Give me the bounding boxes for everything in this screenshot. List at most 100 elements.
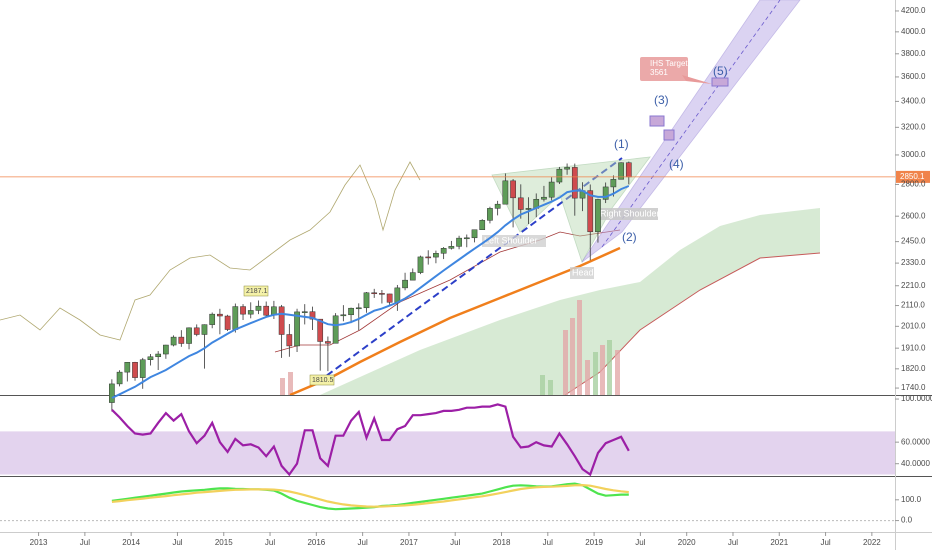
annotation: IHS Target <box>650 59 688 68</box>
x-tick-label: 2021 <box>770 538 788 547</box>
channel-mid <box>601 0 781 248</box>
candle-body <box>402 279 408 289</box>
x-tick-label: Jul <box>635 538 645 547</box>
wave-label: (3) <box>654 93 669 107</box>
annotation: 1810.5 <box>312 377 334 384</box>
candle-body <box>471 229 478 239</box>
y-tick-label: 0.0 <box>901 516 913 525</box>
x-tick-label: 2017 <box>400 538 418 547</box>
candle-body <box>240 306 246 315</box>
y-tick-label: 2450.0 <box>901 237 926 246</box>
candle-body <box>232 306 239 330</box>
candle-body <box>541 196 547 200</box>
y-tick-label: 4000.0 <box>901 27 926 36</box>
candle-body <box>317 318 324 342</box>
wave-label: (4) <box>669 157 684 171</box>
channel <box>581 0 801 263</box>
cloud <box>320 208 820 395</box>
candle-body <box>294 311 300 347</box>
candle-body <box>448 246 455 249</box>
callout <box>640 57 688 81</box>
candle-body <box>394 287 401 303</box>
candle-body <box>332 315 339 344</box>
y-tick-label: 3400.0 <box>901 96 926 105</box>
y-tick-label: 2800.0 <box>901 180 926 189</box>
y-tick-label: 2110.0 <box>901 301 925 310</box>
candle-body <box>155 353 162 358</box>
y-tick-label: 3200.0 <box>901 122 926 131</box>
axis: 1740.0 1820.0 1910.0 2010.0 2110.0 2210.0 2330… <box>30 6 932 547</box>
x-tick-label: Jul <box>820 538 830 547</box>
long-ma <box>289 246 621 397</box>
candle-body <box>301 311 308 313</box>
x-tick-label: 2019 <box>585 538 603 547</box>
candle-body <box>286 334 293 347</box>
y-tick-label: 3800.0 <box>901 49 926 58</box>
candle-body <box>479 220 486 230</box>
candle-body <box>217 313 223 317</box>
y-tick-label: 3600.0 <box>901 72 926 81</box>
candle-body <box>433 253 439 258</box>
candle-body <box>132 362 138 378</box>
candle-body <box>224 315 231 330</box>
y-tick-label: 100.0 <box>901 495 922 504</box>
band <box>0 431 895 475</box>
last-price-tag <box>896 170 930 183</box>
candle-body <box>502 180 509 205</box>
x-tick-label: Jul <box>172 538 182 547</box>
x-tick-label: 2020 <box>678 538 696 547</box>
box <box>663 129 675 141</box>
candle-body <box>463 237 470 240</box>
candle-body <box>124 362 131 373</box>
candle-body <box>163 344 169 355</box>
volume <box>280 300 620 395</box>
candle-body <box>309 311 316 320</box>
annotation: Head <box>572 267 594 277</box>
y-tick-label: 100.0000 <box>901 394 932 403</box>
candle-body <box>371 292 378 295</box>
candle-body <box>440 248 447 254</box>
candle-body <box>487 208 493 221</box>
candle-body <box>602 186 609 200</box>
candle-body <box>363 292 370 309</box>
label-bg <box>570 267 594 279</box>
label-bg <box>598 208 658 220</box>
x-tick-label: 2013 <box>30 538 48 547</box>
y-tick-label: 2600.0 <box>901 211 926 220</box>
candle-body <box>201 324 208 335</box>
box <box>711 77 729 87</box>
x-tick-label: Jul <box>358 538 368 547</box>
candle-body <box>386 293 393 303</box>
candle-body <box>556 168 563 183</box>
candle-body <box>456 237 462 247</box>
x-tick-label: Jul <box>265 538 275 547</box>
x-tick-label: Jul <box>728 538 738 547</box>
candle-body <box>564 167 570 170</box>
wave-label: (1) <box>614 137 629 151</box>
candle-body <box>186 327 192 344</box>
candle-body <box>193 327 200 335</box>
candle-body <box>494 203 501 209</box>
candle-body <box>510 180 516 199</box>
x-tick-label: 2014 <box>122 538 140 547</box>
lagging-span <box>0 161 421 341</box>
x-tick-label: Jul <box>450 538 460 547</box>
candle-body <box>595 199 601 233</box>
y-tick-label: 2330.0 <box>901 258 926 267</box>
x-tick-label: 2015 <box>215 538 233 547</box>
candle-body <box>587 190 594 233</box>
callout-pointer <box>682 75 712 84</box>
x-tick-label: Jul <box>80 538 90 547</box>
wave-label: (5) <box>713 64 728 78</box>
label-bg <box>243 285 269 297</box>
moving-average <box>111 185 630 399</box>
box <box>649 115 665 127</box>
y-tick-label: 3000.0 <box>901 150 926 159</box>
candle-body <box>278 306 285 335</box>
candle-body <box>109 383 115 403</box>
x-tick-label: Jul <box>543 538 553 547</box>
series-line <box>111 403 630 477</box>
wave-label: (2) <box>622 230 637 244</box>
